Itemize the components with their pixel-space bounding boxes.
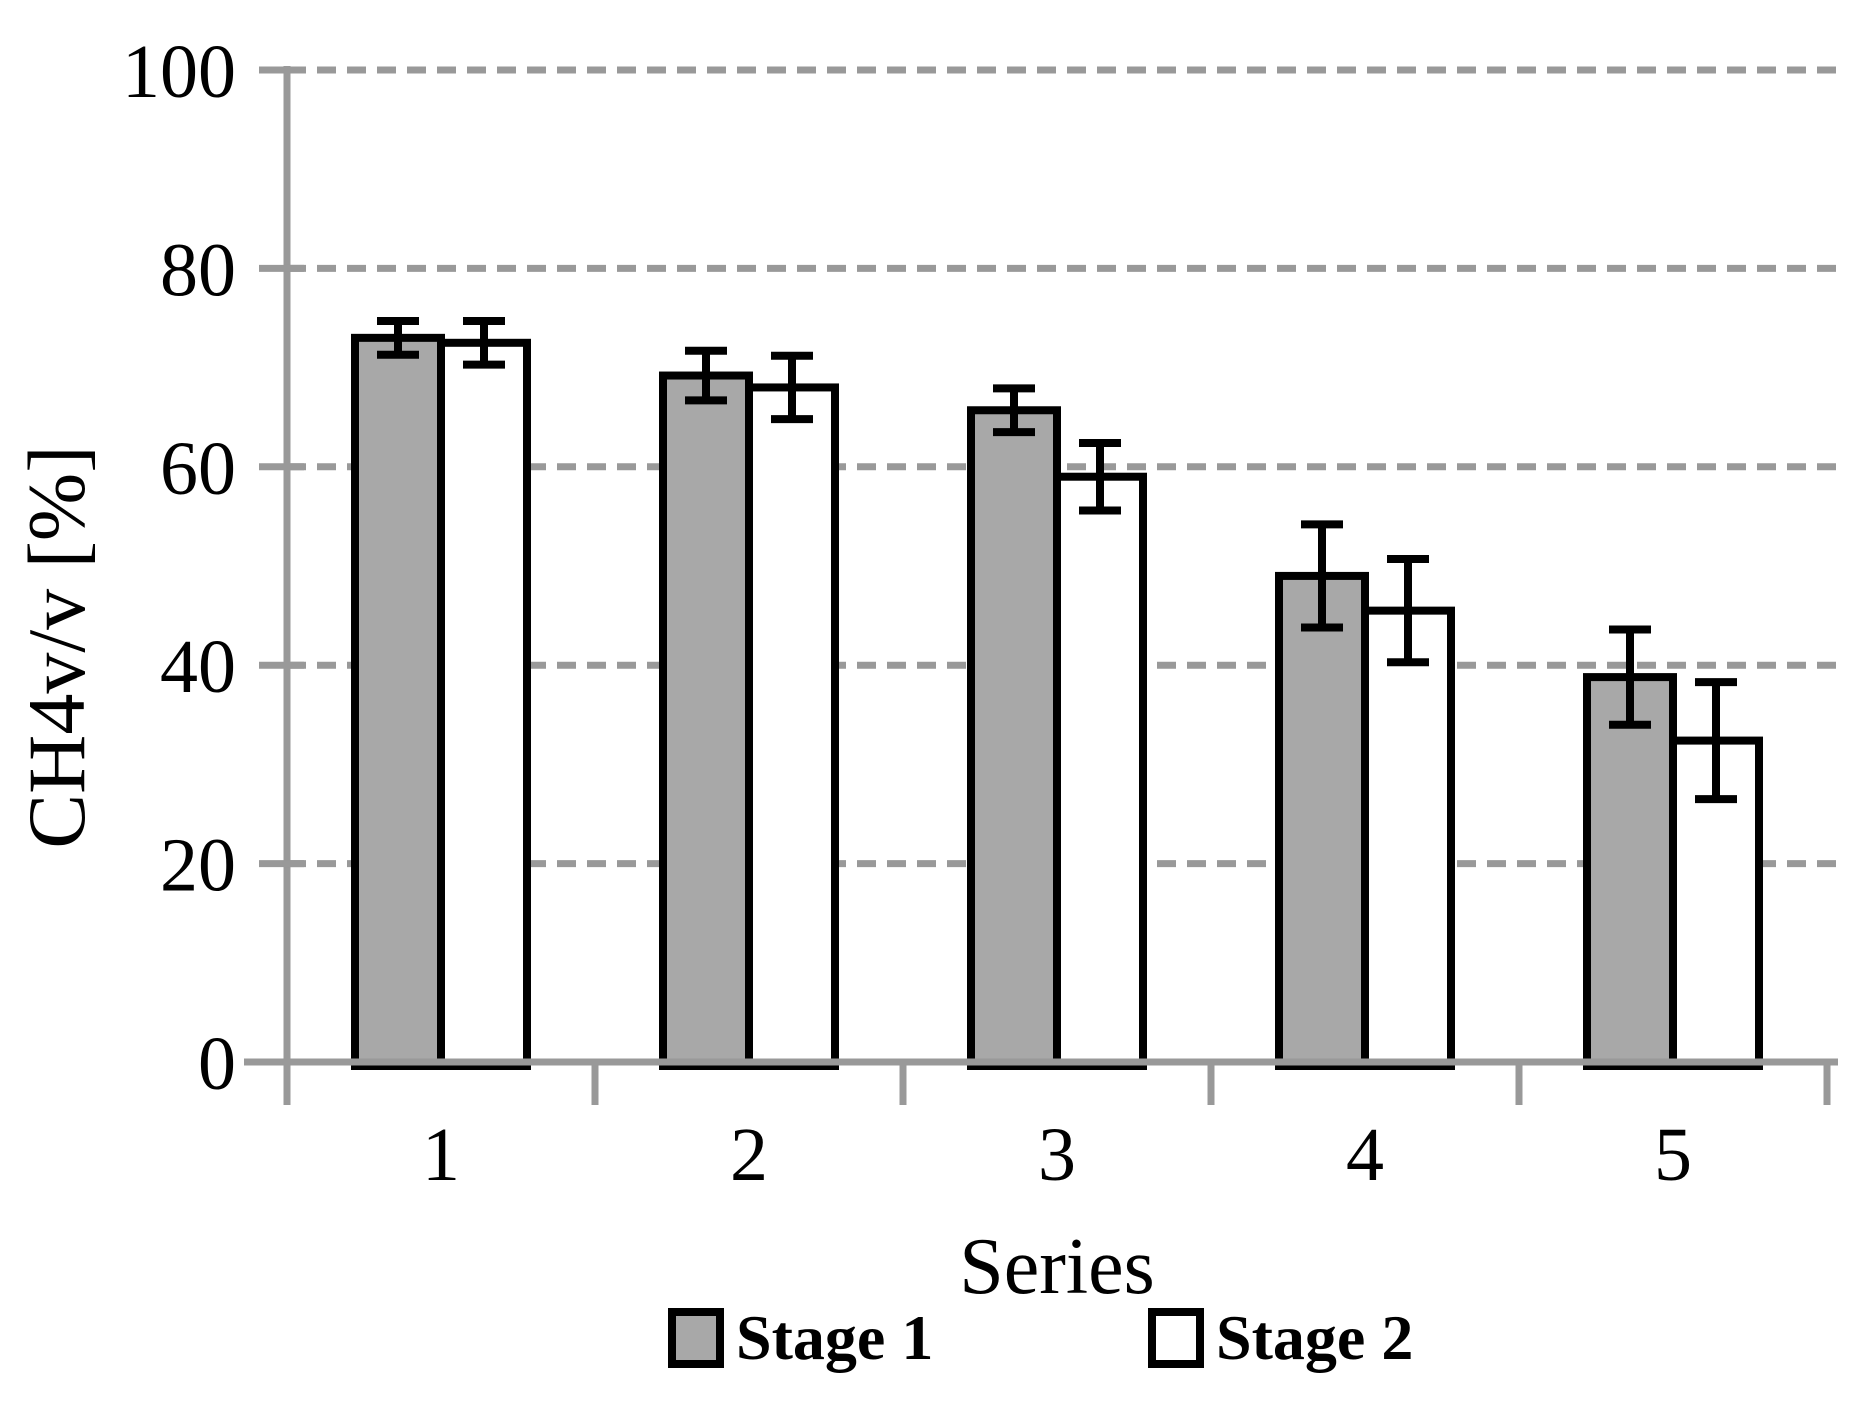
x-tick-label: 3 bbox=[1038, 1113, 1076, 1197]
bar-stage2-series3 bbox=[1053, 472, 1147, 1071]
bar-stage1-series5 bbox=[1583, 673, 1677, 1070]
bar-stage1-series2 bbox=[659, 371, 753, 1070]
bar-stage1-series1 bbox=[351, 333, 445, 1070]
y-tick-label: 20 bbox=[160, 824, 236, 908]
bar-stage2-series4 bbox=[1361, 606, 1455, 1070]
bar-stage1-series4 bbox=[1275, 571, 1369, 1070]
x-tick-label: 2 bbox=[730, 1113, 768, 1197]
x-tick-label: 4 bbox=[1346, 1113, 1384, 1197]
bar-stage1-series3 bbox=[967, 406, 1061, 1071]
y-tick-label: 40 bbox=[160, 625, 236, 709]
y-axis-title: CH4v/v [%] bbox=[11, 445, 102, 849]
x-tick-label: 5 bbox=[1654, 1113, 1692, 1197]
bar-stage2-series2 bbox=[745, 383, 839, 1070]
y-tick-label: 80 bbox=[160, 228, 236, 312]
y-tick-label: 60 bbox=[160, 427, 236, 511]
x-tick-label: 1 bbox=[422, 1113, 460, 1197]
y-tick-label: 100 bbox=[122, 30, 236, 114]
x-axis-title: Series bbox=[959, 1223, 1155, 1311]
bar-stage2-series1 bbox=[437, 338, 531, 1070]
y-tick-label: 0 bbox=[198, 1022, 236, 1106]
